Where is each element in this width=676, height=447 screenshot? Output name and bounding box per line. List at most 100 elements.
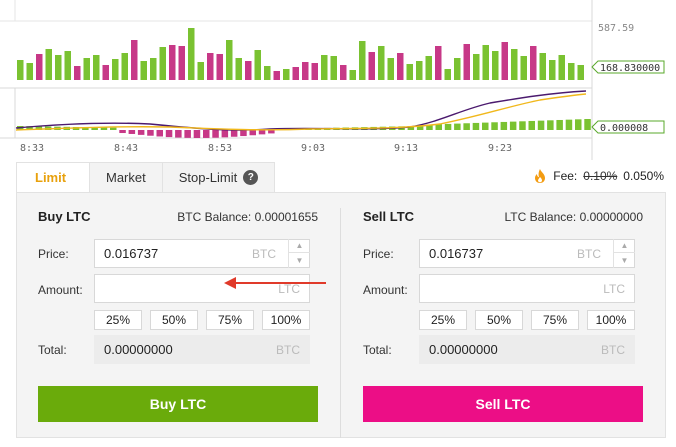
percent-50-button[interactable]: 50% [475, 310, 523, 330]
signal-line [15, 93, 587, 131]
price-label: Price: [363, 247, 394, 261]
macd-bar [35, 126, 43, 130]
volume-bar [83, 58, 90, 80]
percent-100-button[interactable]: 100% [587, 310, 635, 330]
percent-75-button[interactable]: 75% [531, 310, 579, 330]
macd-bar [193, 130, 201, 138]
volume-bar [539, 53, 546, 80]
volume-tag: 168.830000 [591, 60, 665, 74]
percent-25-button[interactable]: 25% [94, 310, 142, 330]
macd-bar [258, 130, 266, 135]
macd-bar [491, 122, 498, 130]
unit-label: BTC [276, 342, 300, 357]
volume-bar [368, 52, 375, 80]
price-label: Price: [38, 247, 69, 261]
volume-bar [435, 46, 442, 80]
macd-bar [556, 119, 563, 130]
volume-bar [74, 66, 81, 80]
macd-bar [212, 130, 219, 138]
sell-price-input[interactable]: 0.016737 BTC [419, 239, 635, 268]
volume-bar [273, 71, 280, 80]
macd-bar [175, 130, 182, 138]
volume-bar [302, 62, 309, 80]
volume-bar [197, 62, 204, 80]
percent-100-button[interactable]: 100% [262, 310, 310, 330]
total-value: 0.00000000 [429, 342, 498, 357]
macd-bar [110, 127, 117, 130]
volume-bar [501, 42, 508, 80]
macd-bar [472, 122, 480, 130]
percent-label: 25% [430, 313, 456, 327]
tab-market[interactable]: Market [90, 162, 163, 193]
macd-bar [26, 126, 33, 130]
volume-bar [406, 64, 413, 80]
volume-bar [112, 59, 119, 80]
arrow-icon [224, 277, 326, 289]
macd-bar [184, 130, 191, 138]
volume-bar [530, 46, 537, 80]
buy-total-field: 0.00000000 BTC [94, 335, 310, 364]
macd-bar [435, 124, 442, 130]
macd-bar [147, 130, 154, 136]
volume-bar [444, 69, 451, 80]
macd-bar [249, 130, 256, 136]
volume-bar [226, 40, 233, 80]
volume-bar [159, 47, 166, 80]
macd-bar [547, 120, 554, 130]
button-label: Buy LTC [149, 396, 207, 412]
macd-bar [444, 123, 452, 130]
percent-label: 25% [105, 313, 131, 327]
macd-bar [119, 130, 126, 134]
volume-bars [17, 28, 584, 80]
svg-text:0.000008: 0.000008 [600, 123, 648, 134]
tab-label: Stop-Limit [178, 170, 238, 185]
volume-bar [397, 53, 404, 80]
macd-bar [82, 127, 89, 130]
volume-bar [330, 56, 337, 80]
volume-bar [349, 70, 356, 80]
chevron-down-icon[interactable]: ▼ [620, 255, 629, 265]
macd-bar [165, 130, 173, 138]
macd-bar [407, 126, 415, 130]
percent-50-button[interactable]: 50% [150, 310, 198, 330]
btc-balance: BTC Balance: 0.00001655 [177, 210, 318, 224]
amount-label: Amount: [38, 283, 83, 297]
price-tag: 587.59 [598, 23, 634, 34]
volume-bar [378, 46, 385, 80]
percent-75-button[interactable]: 75% [206, 310, 254, 330]
tab-limit[interactable]: Limit [16, 162, 90, 193]
time-label: 8:53 [208, 143, 232, 154]
volume-bar [321, 55, 328, 80]
sell-button[interactable]: Sell LTC [363, 386, 643, 422]
price-stepper[interactable]: ▲ ▼ [288, 239, 310, 268]
buy-price-input[interactable]: 0.016737 BTC [94, 239, 310, 268]
macd-bar [137, 130, 145, 135]
time-label: 9:23 [488, 143, 512, 154]
volume-bar [64, 51, 71, 80]
buy-title: Buy LTC [38, 209, 91, 224]
percent-25-button[interactable]: 25% [419, 310, 467, 330]
chevron-down-icon[interactable]: ▼ [295, 255, 304, 265]
volume-bar [235, 58, 242, 80]
chevron-up-icon[interactable]: ▲ [289, 239, 310, 253]
percent-label: 50% [161, 313, 187, 327]
buy-amount-input[interactable]: LTC [94, 274, 310, 303]
time-label: 9:03 [301, 143, 325, 154]
unit-label: BTC [577, 246, 601, 261]
macd-bar [416, 124, 424, 130]
macd-bar [454, 123, 461, 130]
volume-bar [416, 61, 423, 80]
svg-text:168.830000: 168.830000 [600, 63, 660, 74]
chevron-up-icon[interactable]: ▲ [614, 239, 635, 253]
buy-button[interactable]: Buy LTC [38, 386, 318, 422]
percent-label: 75% [542, 313, 568, 327]
question-icon[interactable]: ? [243, 170, 259, 185]
volume-bar [568, 63, 575, 80]
tab-stop-limit[interactable]: Stop-Limit ? [162, 162, 276, 193]
sell-amount-input[interactable]: LTC [419, 274, 635, 303]
chart-frame [0, 0, 593, 160]
time-label: 9:13 [394, 143, 418, 154]
time-label: 8:33 [20, 143, 44, 154]
price-stepper[interactable]: ▲ ▼ [613, 239, 635, 268]
